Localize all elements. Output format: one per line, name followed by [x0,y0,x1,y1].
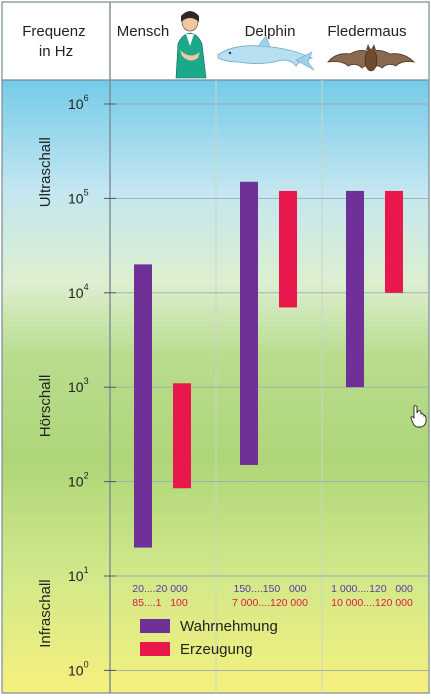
bat-icon [327,44,416,72]
range-label-wahrnehmung-fledermaus: 1 000....120 000 [331,583,413,595]
region-label-1: Hörschall [37,375,54,438]
y-tick-label-3: 103 [68,376,89,395]
range-label-wahrnehmung-delphin: 150....150 000 [234,583,307,595]
header-background [0,0,431,80]
y-axis-label-line-1: Frequenz [22,23,85,40]
region-labels: Ultraschall Hörschall Infraschall [37,137,54,648]
y-tick-label-6: 106 [68,93,89,112]
legend-swatch-erzeugung [140,642,170,656]
bar-erzeugung-fledermaus [385,190,403,293]
category-label-fledermaus: Fledermaus [327,23,406,40]
legend-label-erzeugung: Erzeugung [180,641,253,658]
legend-swatch-wahrnehmung [140,619,170,633]
y-axis-label: Frequenz in Hz [22,23,90,60]
range-label-erzeugung-delphin: 7 000....120 000 [232,597,308,609]
legend-label-wahrnehmung: Wahrnehmung [180,618,278,635]
dolphin-icon [217,35,315,71]
region-label-0: Ultraschall [37,137,54,207]
range-label-wahrnehmung-mensch: 20....20 000 [132,583,188,595]
bar-erzeugung-delphin [279,190,297,308]
y-tick-label-5: 105 [68,187,89,206]
bar-erzeugung-mensch [173,383,191,489]
range-labels: 20....20 000 150....150 000 1 000....120 0… [132,583,413,609]
bar-wahrnehmung-mensch [134,264,152,548]
gridlines [104,103,429,671]
range-label-erzeugung-fledermaus: 10 000....120 000 [331,597,413,609]
y-tick-label-0: 100 [68,659,89,678]
person-icon [175,11,207,79]
y-tick-labels: 100 101 102 103 104 105 106 [68,93,89,678]
category-label-mensch: Mensch [117,23,170,40]
hand-cursor-icon [410,405,427,428]
y-tick-label-1: 101 [68,565,89,584]
bar-wahrnehmung-fledermaus [346,190,364,388]
category-label-delphin: Delphin [245,23,296,40]
region-label-2: Infraschall [37,579,54,647]
bars [134,181,403,548]
y-tick-label-2: 102 [68,471,89,490]
bar-wahrnehmung-delphin [240,181,258,465]
y-tick-label-4: 104 [68,282,89,301]
legend: Wahrnehmung Erzeugung [140,618,278,658]
range-label-erzeugung-mensch: 85....1 100 [132,597,188,609]
y-axis-label-line-2: in Hz [39,43,73,60]
